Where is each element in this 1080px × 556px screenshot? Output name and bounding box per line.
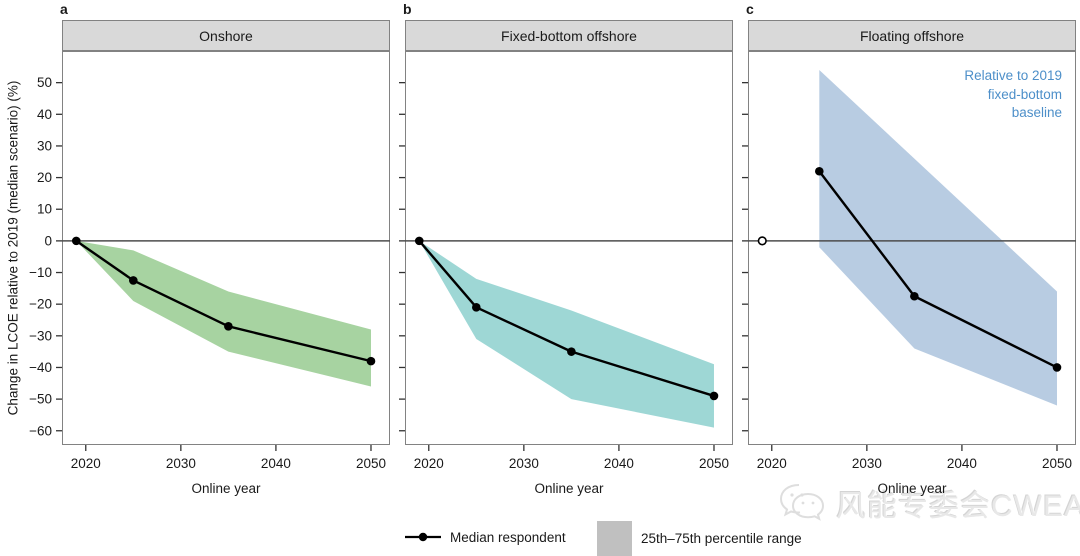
y-tick-label: −50 bbox=[29, 392, 52, 407]
y-tick-label: −10 bbox=[29, 265, 52, 280]
panel-a-header: Onshore bbox=[62, 20, 390, 51]
median-point-b bbox=[567, 347, 576, 356]
x-tick-label: 2040 bbox=[261, 456, 291, 471]
panel-b-header: Fixed-bottom offshore bbox=[405, 20, 733, 51]
x-tick-label: 2030 bbox=[509, 456, 539, 471]
median-point-a bbox=[366, 356, 376, 366]
legend-median: Median respondent bbox=[404, 529, 566, 545]
panel-a-letter: a bbox=[60, 1, 68, 17]
median-point-c bbox=[910, 291, 919, 301]
band-b bbox=[419, 240, 714, 428]
panel-c-title: Floating offshore bbox=[859, 27, 965, 44]
panel-a-plot: 50 40 30 20 10 0 −10 −20 −30 −40 −50 −60 2020 2030 204… bbox=[29, 75, 390, 471]
band-c bbox=[819, 69, 1057, 406]
median-point-c bbox=[815, 166, 824, 176]
legend-band-swatch bbox=[597, 521, 632, 556]
y-tick-label: −20 bbox=[29, 297, 52, 312]
watermark-text: 风能专委会CWEA bbox=[836, 490, 1080, 523]
x-tick-label: 2030 bbox=[852, 456, 882, 471]
y-tick-label: 50 bbox=[37, 75, 52, 90]
legend-median-marker bbox=[405, 532, 441, 542]
legend-band: 25th–75th percentile range bbox=[597, 521, 802, 556]
panel-b-letter: b bbox=[403, 1, 412, 17]
panel-b-title: Fixed-bottom offshore bbox=[501, 27, 637, 44]
y-tick-label: −60 bbox=[29, 423, 52, 438]
x-tick-label: 2040 bbox=[947, 456, 977, 471]
y-tick-label: −40 bbox=[29, 360, 52, 375]
x-tick-label: 2050 bbox=[356, 456, 386, 471]
baseline-point-open bbox=[757, 236, 767, 246]
panel-c-letter: c bbox=[746, 1, 754, 17]
band-a bbox=[76, 240, 371, 387]
panel-a-title: Onshore bbox=[199, 27, 253, 44]
panel-b-x-axis-label: Online year bbox=[534, 481, 604, 496]
x-tick-label: 2050 bbox=[1042, 456, 1072, 471]
x-tick-label: 2020 bbox=[757, 456, 787, 471]
median-point-a bbox=[71, 236, 81, 246]
y-tick-label: 20 bbox=[37, 170, 52, 185]
median-line-b bbox=[418, 240, 715, 398]
x-tick-label: 2020 bbox=[414, 456, 444, 471]
x-tick-label: 2020 bbox=[71, 456, 101, 471]
panel-c-plot: 2020 2030 2040 2050 bbox=[742, 69, 1076, 471]
wechat-icon bbox=[779, 484, 825, 521]
y-tick-label: 10 bbox=[37, 202, 52, 217]
panel-a-x-axis-label: Online year bbox=[191, 481, 261, 496]
panel-c-x-axis-label: Online year bbox=[877, 481, 947, 496]
median-point-c bbox=[1052, 363, 1062, 372]
y-tick-label: −30 bbox=[29, 328, 52, 343]
median-point-a bbox=[129, 276, 138, 285]
x-tick-label: 2050 bbox=[699, 456, 729, 471]
median-point-b bbox=[709, 391, 719, 401]
y-tick-label: 30 bbox=[37, 138, 52, 153]
median-point-b bbox=[472, 303, 481, 312]
watermark: 风能专委会CWEA bbox=[778, 480, 1080, 526]
x-tick-label: 2040 bbox=[604, 456, 634, 471]
median-point-b bbox=[414, 236, 424, 246]
panel-b-plot: 2020 2030 2040 2050 bbox=[399, 81, 733, 471]
legend-band-label: 25th–75th percentile range bbox=[641, 531, 802, 546]
median-point-a bbox=[224, 322, 233, 331]
legend-median-label: Median respondent bbox=[450, 529, 566, 545]
panel-c-annotation: Relative to 2019 fixed-bottom baseline bbox=[964, 68, 1062, 120]
x-tick-label: 2030 bbox=[166, 456, 196, 471]
median-line-a bbox=[75, 239, 372, 363]
y-tick-label: 40 bbox=[37, 107, 52, 122]
panel-c-header: Floating offshore bbox=[748, 20, 1076, 51]
y-tick-label: 0 bbox=[44, 233, 52, 248]
